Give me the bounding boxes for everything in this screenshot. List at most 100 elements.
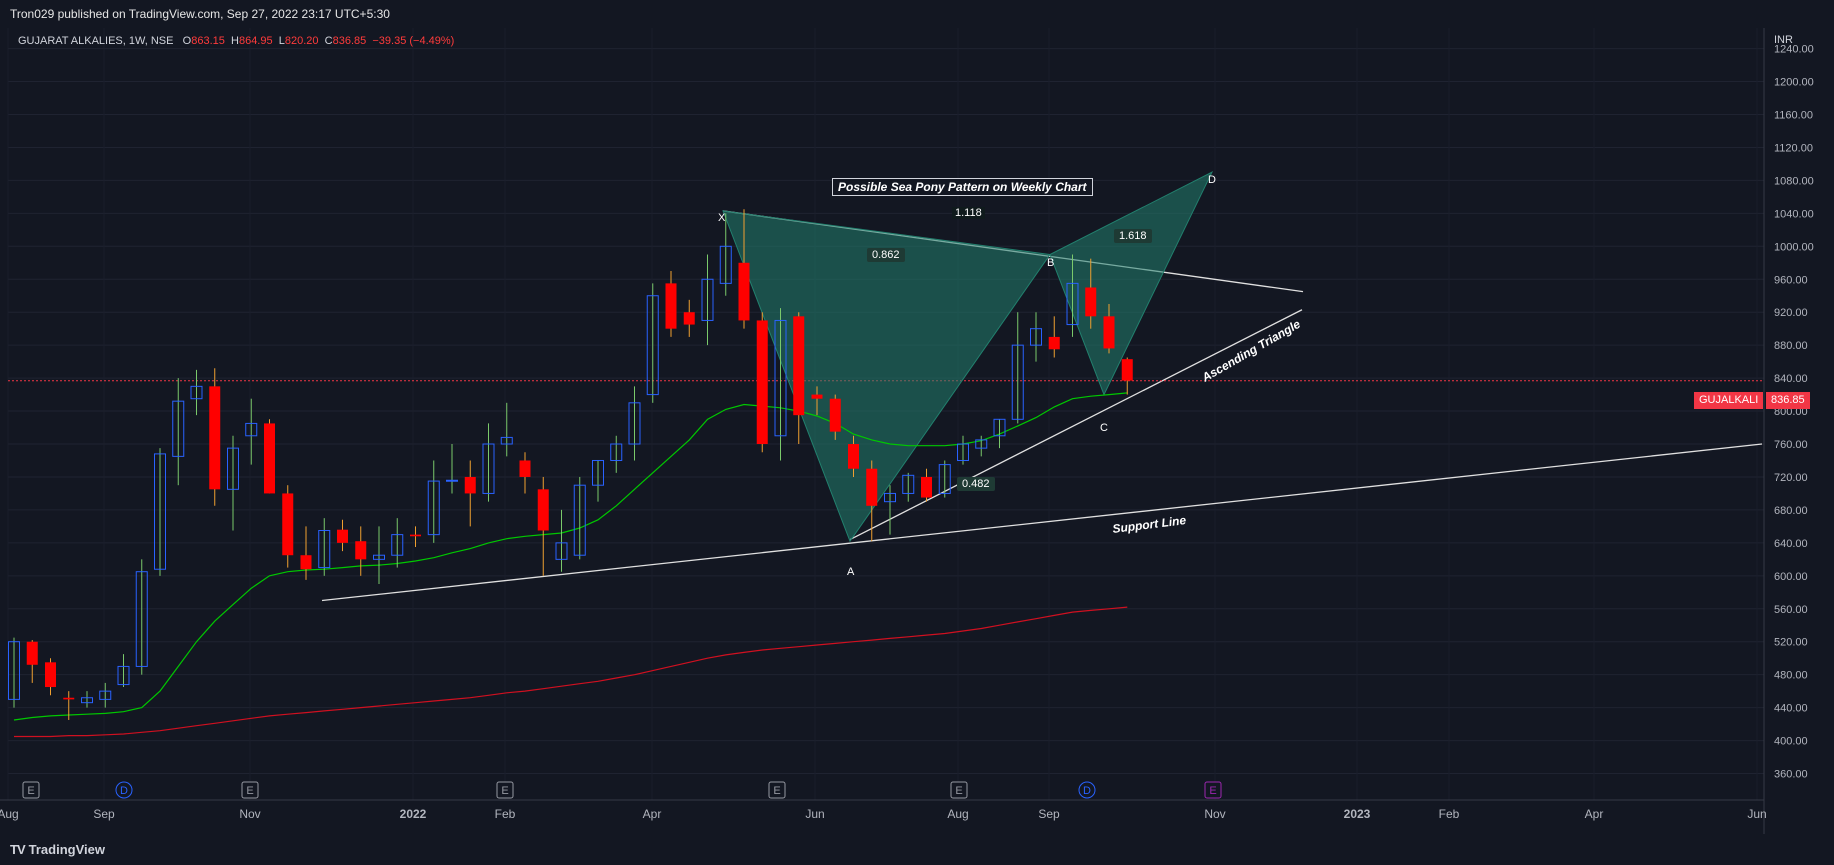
candle-body-up [245, 422, 258, 437]
time-tick: Apr [1585, 807, 1604, 821]
candlesticks [8, 209, 1133, 720]
candle [519, 452, 531, 494]
chart-grid [7, 28, 1764, 800]
candle-body-up [172, 400, 185, 457]
tradingview-logo[interactable]: TV TradingView [10, 842, 105, 857]
price-tick: 960.00 [1774, 274, 1808, 286]
currency-label[interactable]: INR [1774, 34, 1793, 46]
candle-body-down [209, 386, 221, 490]
price-tick: 840.00 [1774, 373, 1808, 385]
candle [464, 460, 476, 527]
candle [701, 254, 714, 346]
event-marker-label: E [27, 785, 34, 797]
candle [811, 386, 823, 416]
candle [500, 402, 513, 457]
point-d-label[interactable]: D [1208, 174, 1216, 186]
candle [756, 312, 768, 453]
candle [665, 271, 677, 337]
candle-body-up [938, 464, 951, 494]
time-tick: Nov [1204, 807, 1225, 821]
candle-body-up [902, 474, 915, 494]
time-tick: Aug [947, 807, 968, 821]
price-tick: 1080.00 [1774, 175, 1814, 187]
ratio-1618-label[interactable]: 1.618 [1114, 229, 1152, 243]
candle [154, 448, 166, 576]
candle [793, 312, 805, 445]
candle-body-down [756, 320, 768, 445]
candle [63, 691, 75, 720]
candle-body-up [1066, 282, 1079, 326]
event-marker: D [1078, 781, 1096, 799]
time-tick: Apr [643, 807, 662, 821]
price-tick: 560.00 [1774, 604, 1808, 616]
candle [719, 213, 732, 296]
candle-body-up [628, 402, 641, 445]
candle-body-down [26, 641, 38, 665]
close-label: C [324, 35, 333, 47]
event-marker: E [241, 781, 259, 799]
candle-body-up [391, 534, 404, 556]
price-axis-bg [1764, 28, 1834, 834]
candle [355, 526, 367, 576]
ratio-0482-label[interactable]: 0.482 [957, 477, 995, 491]
point-b-label[interactable]: B [1047, 257, 1055, 269]
candle [26, 640, 38, 683]
candle-body-up [719, 245, 732, 284]
candle-body-down [683, 312, 695, 325]
candle-body-down [264, 423, 275, 494]
earnings-icon [768, 781, 786, 799]
ascending-triangle-label: Ascending Triangle [1199, 317, 1303, 385]
time-tick: Aug [0, 807, 19, 821]
candle [227, 435, 239, 531]
candle-body-up [555, 542, 568, 560]
event-marker-label: E [1209, 785, 1216, 797]
candle-body-down [45, 662, 56, 688]
event-marker: E [950, 781, 968, 799]
candle-body-up [957, 443, 969, 461]
candle [482, 423, 495, 502]
candle [902, 472, 915, 502]
candle-body-down [355, 541, 367, 560]
price-tick: 520.00 [1774, 637, 1808, 649]
low-value: 820.20 [284, 35, 319, 47]
candle-body-down [410, 534, 421, 537]
time-tick: Sep [93, 807, 115, 821]
candle-body-down [665, 283, 677, 329]
candle [99, 682, 112, 708]
ascending-triangle-line [849, 309, 1303, 541]
candle [646, 283, 659, 403]
high-value: 864.95 [238, 35, 273, 47]
pattern-title[interactable]: Possible Sea Pony Pattern on Weekly Char… [832, 178, 1093, 196]
candle [738, 209, 750, 329]
point-a-label[interactable]: A [847, 566, 855, 578]
open-label: O [182, 35, 192, 47]
point-c-label[interactable]: C [1100, 422, 1108, 434]
time-tick: Nov [239, 807, 260, 821]
event-marker: E [1204, 781, 1222, 799]
candle-body-up [573, 484, 586, 556]
candle-body-up [190, 385, 203, 400]
ratio-1118-label[interactable]: 1.118 [952, 207, 985, 219]
candle [884, 485, 896, 535]
ratio-0862-label[interactable]: 0.862 [867, 248, 905, 262]
candle [592, 459, 604, 502]
candle-body-up [99, 690, 112, 700]
candle [427, 460, 440, 543]
candle [1085, 258, 1097, 329]
candle-body-down [793, 316, 805, 416]
candle-body-up [592, 459, 604, 486]
candle-body-up [975, 439, 988, 449]
event-marker-label: E [955, 785, 962, 797]
support-line-label: Support Line [1112, 513, 1187, 536]
candle [1048, 316, 1060, 358]
candle [683, 299, 695, 337]
candle-body-up [646, 295, 659, 396]
candle-body-down [921, 476, 932, 498]
candle-body-up [884, 492, 896, 503]
publish-info: Tron029 published on TradingView.com, Se… [10, 7, 390, 21]
candle [45, 658, 56, 696]
point-x-label[interactable]: X [718, 212, 726, 224]
candle-body-down [537, 489, 549, 531]
candle-body-up [135, 571, 148, 667]
